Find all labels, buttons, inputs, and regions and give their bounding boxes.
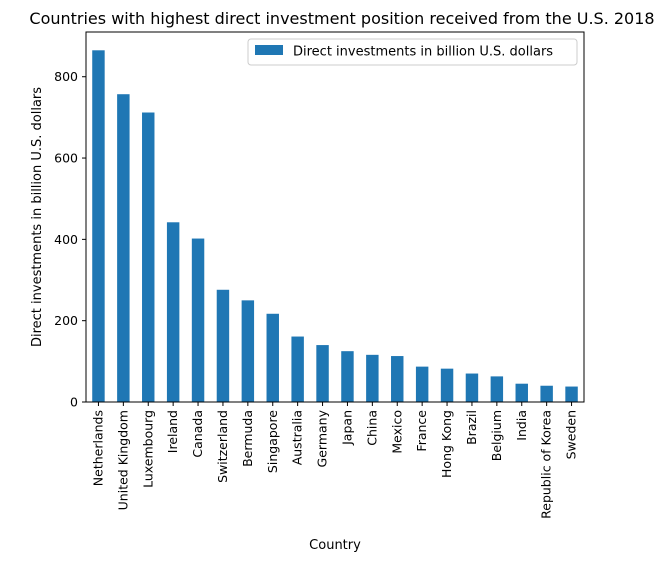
bar-hong-kong (440, 368, 454, 402)
bar-brazil (465, 373, 479, 402)
bars-group (92, 50, 578, 403)
x-tick-label: Canada (190, 410, 205, 458)
bar-japan (341, 351, 354, 402)
x-tick-label: Hong Kong (439, 410, 454, 478)
y-axis-label: Direct investments in billion U.S. dolla… (30, 87, 45, 347)
bar-india (515, 383, 528, 402)
x-tick-label: Ireland (165, 410, 180, 453)
x-tick-label: Germany (315, 409, 330, 467)
bar-belgium (490, 376, 504, 402)
chart-title: Countries with highest direct investment… (29, 9, 654, 28)
y-tick-label: 600 (54, 151, 78, 166)
x-tick-label: Bermuda (240, 410, 255, 467)
x-tick-label: Brazil (464, 410, 479, 445)
x-tick-label: Australia (290, 410, 305, 465)
bar-singapore (266, 313, 279, 402)
x-tick-label: Japan (339, 410, 354, 446)
x-tick-label: Netherlands (90, 410, 105, 486)
bar-australia (291, 336, 304, 402)
x-tick-label: France (414, 410, 429, 452)
bar-ireland (166, 222, 180, 402)
x-axis-label: Country (309, 538, 361, 553)
bar-bermuda (241, 300, 255, 402)
x-tick-label: United Kingdom (115, 410, 130, 510)
x-tick-label: Switzerland (215, 410, 230, 483)
x-axis: Netherlands United Kingdom Luxembourg Irela… (90, 402, 579, 519)
y-tick-label: 0 (70, 395, 78, 410)
x-tick-label: India (514, 410, 529, 441)
bar-canada (191, 238, 205, 402)
x-tick-label: Mexico (389, 410, 404, 454)
y-tick-label: 200 (54, 313, 78, 328)
y-tick-label: 800 (54, 69, 78, 84)
plot-frame (85, 31, 585, 403)
bar-united-kingdom (117, 94, 130, 402)
y-axis: 0 200 400 600 800 (54, 69, 86, 410)
legend-label: Direct investments in billion U.S. dolla… (293, 45, 553, 60)
legend-box (247, 38, 578, 66)
bar-germany (316, 345, 329, 402)
x-tick-label: China (364, 410, 379, 446)
x-tick-label: Republic of Korea (539, 410, 554, 519)
bar-mexico (391, 356, 404, 402)
bar-china (366, 354, 379, 402)
y-tick-label: 400 (54, 232, 78, 247)
x-tick-label: Sweden (564, 410, 579, 459)
bar-luxembourg (142, 112, 155, 402)
bar-switzerland (216, 289, 230, 402)
bar-france (415, 366, 429, 402)
bar-sweden (565, 386, 578, 402)
x-tick-label: Luxembourg (140, 410, 155, 488)
bar-netherlands (92, 50, 105, 403)
legend: Direct investments in billion U.S. dolla… (247, 38, 578, 66)
legend-swatch (255, 45, 283, 55)
x-tick-label: Belgium (489, 410, 504, 461)
bar-republic-of-korea (540, 385, 553, 402)
x-tick-label: Singapore (265, 410, 280, 473)
